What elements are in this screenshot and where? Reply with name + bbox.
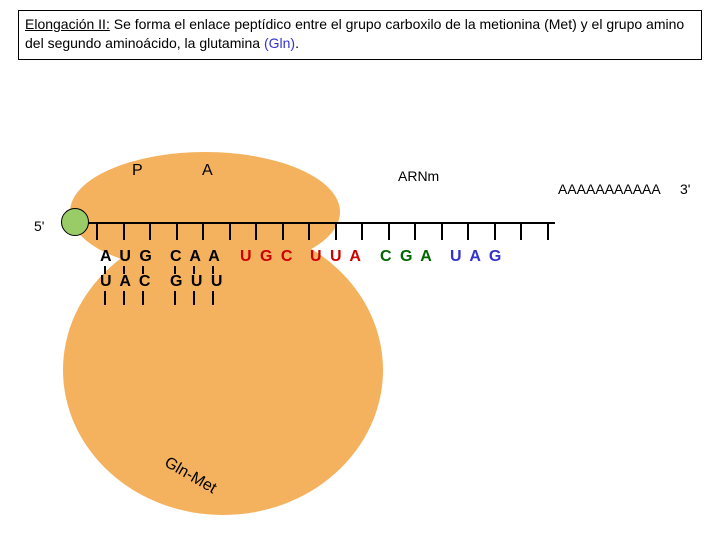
mrna-tick [494, 224, 496, 240]
mrna-tick [149, 224, 151, 240]
mrna-tick [229, 224, 231, 240]
mrna-tick [123, 224, 125, 240]
anticodon-tick [212, 266, 214, 274]
anticodon-tick [123, 266, 125, 274]
codon-2: C A A [170, 248, 222, 266]
trna-stem [212, 291, 214, 305]
mrna-strand [88, 222, 555, 224]
diagram: 5' 3' P A ARNm AAAAAAAAAAA A U G C A A U G… [0, 0, 720, 540]
codon-6: U A G [450, 248, 503, 266]
mrna-tick [308, 224, 310, 240]
label-5prime: 5' [34, 218, 44, 234]
anticodon-tick [193, 266, 195, 274]
mrna-tick [414, 224, 416, 240]
label-arnm: ARNm [398, 168, 439, 184]
trna-stem [123, 291, 125, 305]
mrna-5prime-cap [61, 208, 89, 236]
mrna-tick [335, 224, 337, 240]
trna-stem [193, 291, 195, 305]
mrna-tick [467, 224, 469, 240]
mrna-tick [547, 224, 549, 240]
mrna-tick [255, 224, 257, 240]
label-3prime: 3' [680, 181, 690, 197]
trna-stem [174, 291, 176, 305]
mrna-tick [202, 224, 204, 240]
trna-stem [104, 291, 106, 305]
codon-5: C G A [380, 248, 434, 266]
anticodon-2: G U U [170, 273, 224, 291]
mrna-tick [282, 224, 284, 240]
anticodon-tick [142, 266, 144, 274]
label-a-site: A [202, 162, 213, 180]
mrna-tick [441, 224, 443, 240]
mrna-tick [388, 224, 390, 240]
anticodon-tick [174, 266, 176, 274]
label-p-site: P [132, 162, 143, 180]
codon-4: U U A [310, 248, 363, 266]
mrna-tick [520, 224, 522, 240]
mrna-tick [96, 224, 98, 240]
label-polya: AAAAAAAAAAA [558, 181, 661, 197]
trna-stem [142, 291, 144, 305]
mrna-tick [176, 224, 178, 240]
codon-1: A U G [100, 248, 154, 266]
mrna-tick [361, 224, 363, 240]
codon-3: U G C [240, 248, 294, 266]
anticodon-1: U A C [100, 273, 152, 291]
anticodon-tick [104, 266, 106, 274]
